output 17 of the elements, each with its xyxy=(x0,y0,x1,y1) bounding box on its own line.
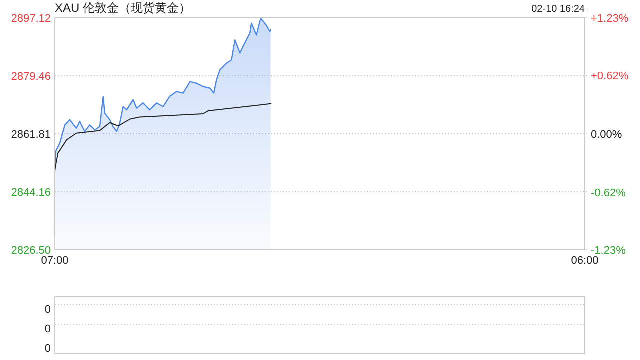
y2-tick-label: -1.23% xyxy=(591,244,626,257)
y2-tick-label: +1.23% xyxy=(591,12,629,25)
chart-title: XAU 伦敦金（现货黄金） xyxy=(55,1,192,15)
y2-tick-label: 0.00% xyxy=(591,128,622,141)
y2-tick-label: -0.62% xyxy=(591,187,626,200)
y-tick-label: 2826.50 xyxy=(11,244,51,257)
y-tick-label: 2879.46 xyxy=(11,70,51,83)
text: 0 xyxy=(44,342,51,355)
x-tick-label: 06:00 xyxy=(571,255,599,267)
text: 0 xyxy=(44,304,51,316)
x-tick-label: 07:00 xyxy=(41,255,69,267)
y-tick-label: 2861.81 xyxy=(11,128,51,141)
y-tick-label: 2897.12 xyxy=(11,12,51,25)
text: 0 xyxy=(44,323,51,336)
y-tick-label: 2844.16 xyxy=(11,186,51,199)
y2-tick-label: +0.62% xyxy=(591,70,629,82)
text: 02-10 16:24 xyxy=(532,4,586,15)
